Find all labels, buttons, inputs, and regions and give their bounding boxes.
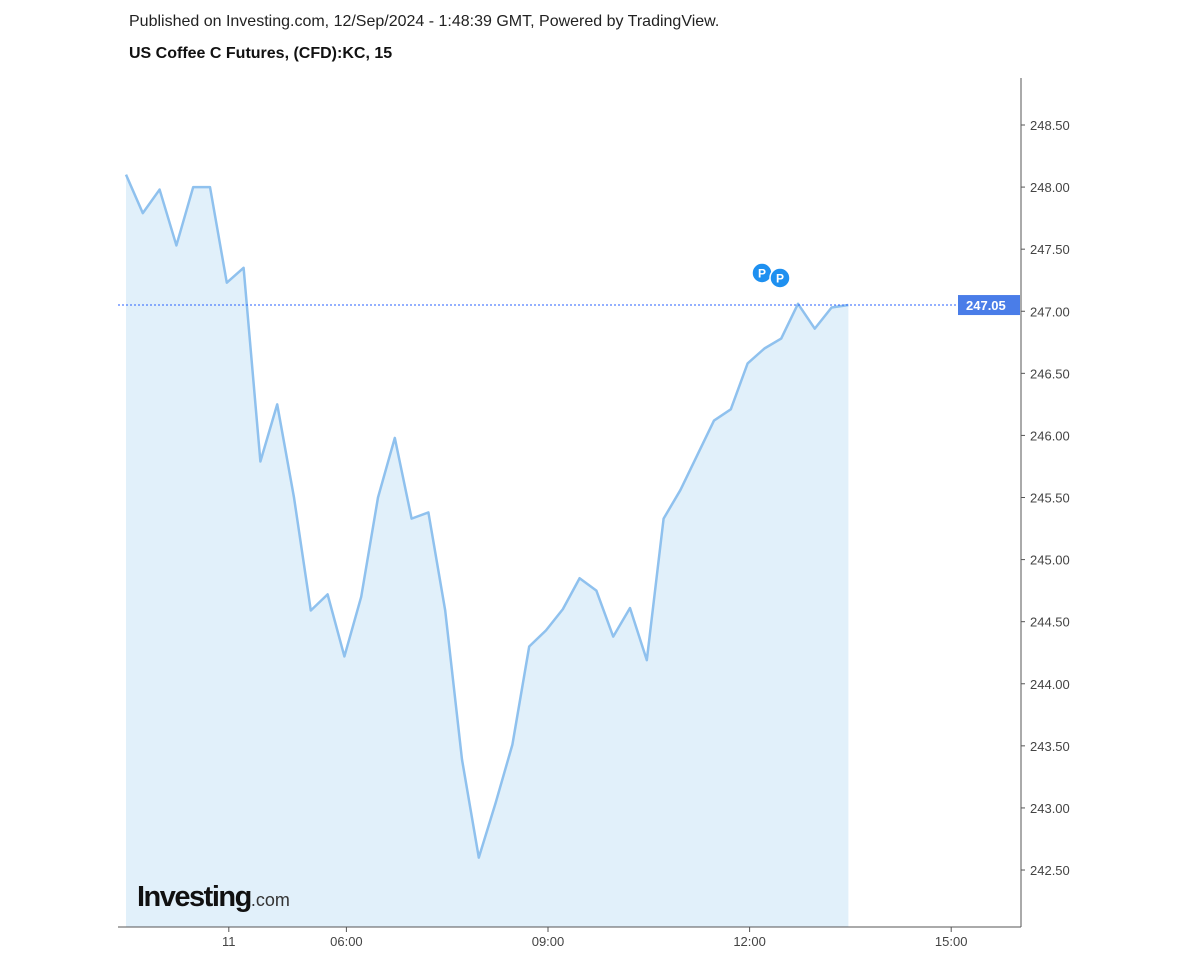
chart-title: US Coffee C Futures, (CFD):KC, 15 (129, 45, 393, 62)
x-tick-label: 12:00 (733, 934, 766, 949)
svg-text:P: P (776, 272, 784, 286)
y-tick-label: 244.00 (1030, 677, 1070, 692)
y-tick-label: 243.00 (1030, 801, 1070, 816)
event-marker[interactable]: P (769, 267, 791, 289)
y-tick-label: 242.50 (1030, 863, 1070, 878)
y-tick-label: 248.00 (1030, 180, 1070, 195)
y-tick-label: 247.50 (1030, 242, 1070, 257)
y-tick-label: 247.00 (1030, 304, 1070, 319)
x-tick-label: 09:00 (532, 934, 565, 949)
investing-logo: Investing.com (137, 881, 290, 913)
event-marker[interactable]: P (751, 262, 773, 284)
last-price-label: 247.05 (958, 295, 1020, 316)
published-note: Published on Investing.com, 12/Sep/2024 … (129, 13, 720, 30)
y-tick-label: 246.00 (1030, 428, 1070, 443)
y-tick-label: 243.50 (1030, 739, 1070, 754)
x-tick-label: 06:00 (330, 934, 363, 949)
price-line (124, 174, 849, 859)
svg-text:P: P (758, 267, 766, 281)
y-tick-label: 246.50 (1030, 366, 1070, 381)
x-tick-label: 11 (222, 934, 236, 949)
y-tick-label: 245.50 (1030, 491, 1070, 506)
svg-text:Investing.com: Investing.com (137, 881, 290, 913)
x-tick-label: 15:00 (935, 934, 968, 949)
svg-text:247.05: 247.05 (966, 298, 1006, 313)
y-tick-label: 248.50 (1030, 118, 1070, 133)
area-fill (126, 174, 849, 928)
y-tick-label: 244.50 (1030, 615, 1070, 630)
y-tick-label: 245.00 (1030, 553, 1070, 568)
